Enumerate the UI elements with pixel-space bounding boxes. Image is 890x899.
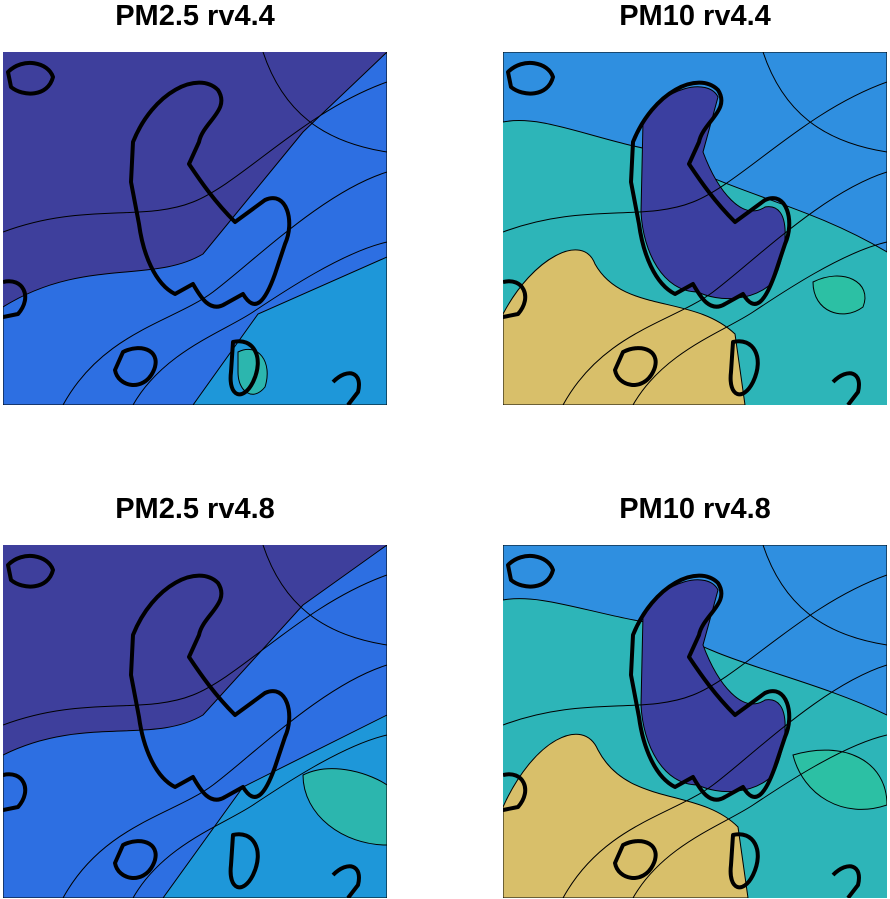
coastline <box>503 61 861 405</box>
coastline <box>503 554 861 898</box>
contour-region <box>640 86 786 300</box>
contour-line <box>62 664 387 898</box>
contour-line <box>562 664 887 898</box>
contour-line <box>562 171 887 405</box>
contour-region <box>503 249 746 405</box>
contour-line <box>132 241 387 405</box>
contour-line <box>3 81 387 233</box>
panel-title: PM2.5 rv4.8 <box>115 493 275 525</box>
contour-line <box>632 241 887 405</box>
contour-region <box>640 579 786 793</box>
contour-line <box>762 545 887 646</box>
contour-line <box>262 52 387 153</box>
map-panel <box>503 545 887 898</box>
map-panel <box>3 52 387 405</box>
contour-line <box>3 574 387 726</box>
contour-line <box>762 52 887 153</box>
contour-line <box>132 734 387 898</box>
map-panel <box>503 52 887 405</box>
panel-title: PM10 rv4.4 <box>619 0 771 32</box>
contour-line <box>503 574 887 726</box>
contour-line <box>632 734 887 898</box>
panel-title: PM2.5 rv4.4 <box>115 0 275 32</box>
contour-region <box>162 714 387 898</box>
contour-line <box>503 81 887 233</box>
coastline <box>3 554 361 898</box>
map-panel <box>3 545 387 898</box>
coastline <box>3 61 361 405</box>
panel-title: PM10 rv4.8 <box>619 493 771 525</box>
contour-region <box>302 768 387 846</box>
contour-line <box>262 545 387 646</box>
contour-line <box>62 171 387 405</box>
contour-region <box>812 275 866 315</box>
contour-region <box>503 733 749 898</box>
